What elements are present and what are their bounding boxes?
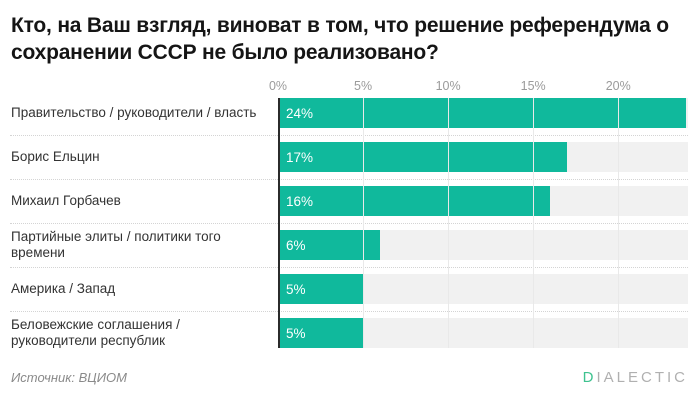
axis-line [278,98,280,348]
gridline [618,98,620,348]
bar-track: 5% [278,318,688,348]
bar: 5% [278,318,364,348]
category-label: Борис Ельцин [11,149,100,164]
axis-tick-label: 20% [605,79,631,93]
bar-track: 16% [278,186,688,216]
bar-chart: Правительство / руководители / власть 24%… [10,98,688,348]
bar: 17% [278,142,568,172]
axis-tick-label: 0% [268,79,288,93]
bar-value-label: 16% [286,193,314,209]
category-label: Партийные элиты / политики того времени [11,229,221,260]
axis-tick-label: 15% [520,79,546,93]
gridline [448,98,450,348]
bar-track: 5% [278,274,688,304]
chart-row: Михаил Горбачев 16% [10,186,688,224]
chart-row: Беловежские соглашения / руководители ре… [10,317,688,348]
bar-value-label: 17% [286,149,314,165]
axis-tick-label: 5% [354,79,373,93]
axis-tick-label: 10% [435,79,461,93]
chart-title: Кто, на Ваш взгляд, виноват в том, что р… [11,14,669,64]
grid-overlay [278,98,688,348]
chart-row: Америка / Запад 5% [10,274,688,312]
gridline [533,98,535,348]
footer: Источник: ВЦИОМ DIALECTIC [10,369,688,386]
bar-track: 17% [278,142,688,172]
logo-rest: IALECTIC [596,369,688,386]
source-caption: Источник: ВЦИОМ [11,370,127,385]
axis-label-spacer [10,79,278,94]
bar-value-label: 6% [286,237,306,253]
x-axis-ticks: 0% 5% 10% 15% 20% [269,79,688,94]
gridline [363,98,365,348]
bar-value-label: 5% [286,281,306,297]
x-axis: 0% 5% 10% 15% 20% [10,79,688,94]
logo-first-letter: D [582,369,597,386]
chart-row: Борис Ельцин 17% [10,142,688,180]
category-label: Правительство / руководители / власть [11,105,257,120]
bar: 16% [278,186,551,216]
bar-value-label: 5% [286,325,306,341]
category-label: Америка / Запад [11,281,116,296]
category-label: Беловежские соглашения / руководители ре… [11,317,180,348]
bar-value-label: 24% [286,105,314,121]
category-label: Михаил Горбачев [11,193,121,208]
dialectic-logo: DIALECTIC [583,369,688,386]
bar: 5% [278,274,364,304]
